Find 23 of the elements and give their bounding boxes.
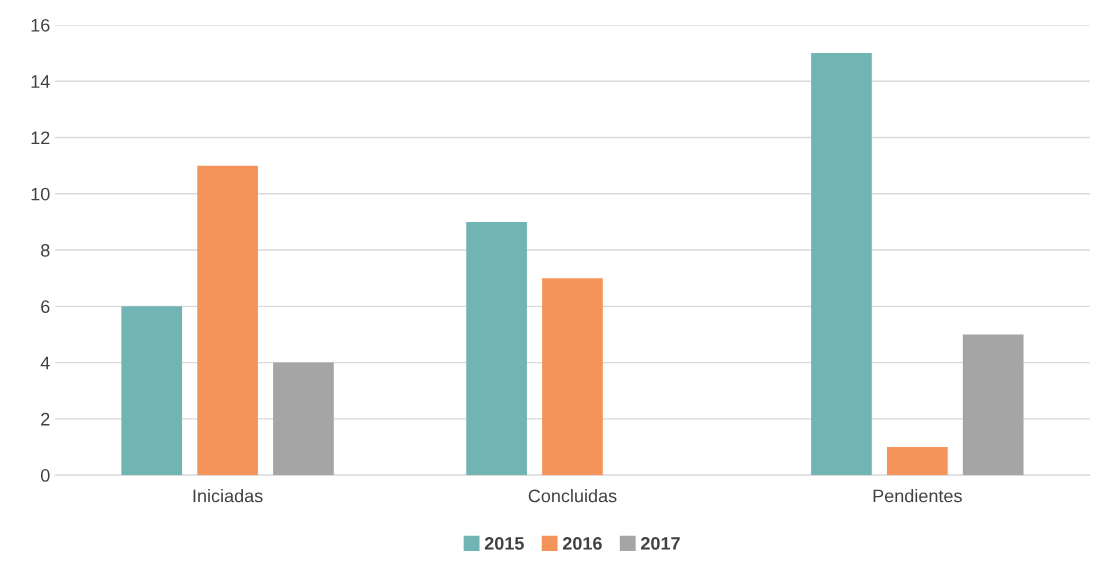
legend-label: 2015 [484, 536, 524, 550]
y-tick-label: 12 [31, 131, 50, 145]
bar [466, 221, 527, 476]
bar [886, 447, 948, 476]
y-tick-label: 2 [41, 412, 50, 426]
bar [542, 278, 603, 476]
legend-label: 2016 [562, 536, 602, 550]
y-tick-label: 0 [40, 469, 50, 482]
y-tick-label: 6 [41, 300, 50, 314]
bar [962, 334, 1024, 476]
bar [811, 53, 872, 476]
y-tick-label: 16 [31, 18, 50, 32]
y-tick-label: 14 [31, 75, 50, 88]
x-tick-label: Concluidas [528, 489, 617, 503]
y-tick-label: 8 [41, 243, 50, 257]
x-tick-label: Pendientes [873, 489, 962, 503]
legend-label: 2017 [641, 536, 680, 550]
bar [197, 165, 258, 476]
y-tick-label: 10 [31, 187, 50, 201]
x-tick-label: Iniciadas [193, 489, 263, 503]
bar [273, 362, 334, 476]
bar [121, 306, 183, 476]
y-tick-label: 4 [40, 356, 50, 370]
